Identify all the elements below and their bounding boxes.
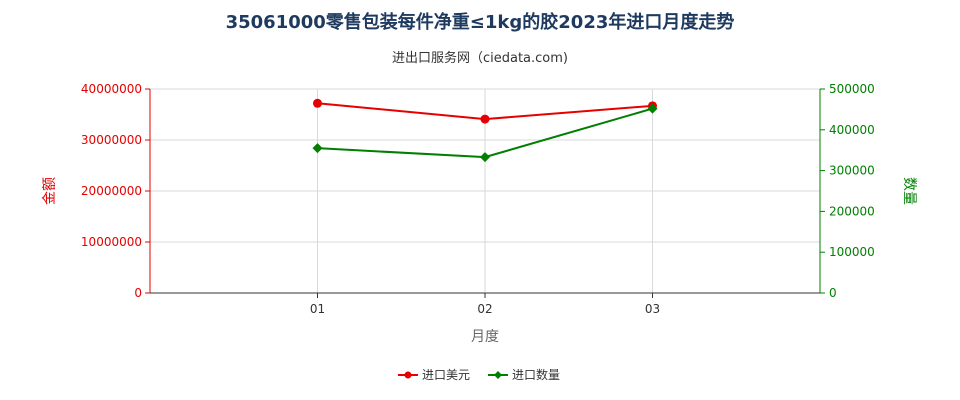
chart-subtitle: 进出口服务网（ciedata.com) <box>392 50 568 66</box>
y-left-tick-label: 10000000 <box>81 235 142 249</box>
legend-marker-2 <box>494 371 502 379</box>
y-right-tick-label: 500000 <box>829 82 875 96</box>
y-axis-left-label: 金额 <box>42 177 58 205</box>
y-right-tick-label: 100000 <box>829 245 875 259</box>
x-axis-label: 月度 <box>471 329 499 345</box>
series-point-2 <box>312 143 323 154</box>
series-layer <box>312 98 658 163</box>
legend: 进口美元 进口数量 <box>398 367 560 382</box>
series-point-2 <box>480 152 490 163</box>
legend-marker-1 <box>404 371 412 379</box>
axes: 0 10000000 20000000 30000000 40000000 0 100000… <box>81 82 875 316</box>
y-right-tick-label: 0 <box>829 286 837 300</box>
x-tick-label: 03 <box>645 302 660 316</box>
series-point-1 <box>313 98 322 108</box>
y-axis-right-label: 数量 <box>901 177 917 205</box>
y-left-tick-label: 40000000 <box>81 82 142 96</box>
legend-label-2[interactable]: 进口数量 <box>512 367 560 382</box>
x-tick-label: 02 <box>477 302 492 316</box>
legend-label-1[interactable]: 进口美元 <box>422 368 470 382</box>
y-right-tick-label: 300000 <box>829 164 875 178</box>
series-point-2 <box>647 103 658 114</box>
y-left-tick-label: 30000000 <box>81 133 142 147</box>
x-tick-label: 01 <box>310 302 325 316</box>
y-left-tick-label: 0 <box>134 286 142 300</box>
y-right-tick-label: 400000 <box>829 123 875 137</box>
chart-title: 35061000零售包装每件净重≤1kg的胶2023年进口月度走势 <box>226 11 735 33</box>
series-point-1 <box>480 114 490 124</box>
y-left-tick-label: 20000000 <box>81 184 142 198</box>
y-right-tick-label: 200000 <box>829 204 875 218</box>
